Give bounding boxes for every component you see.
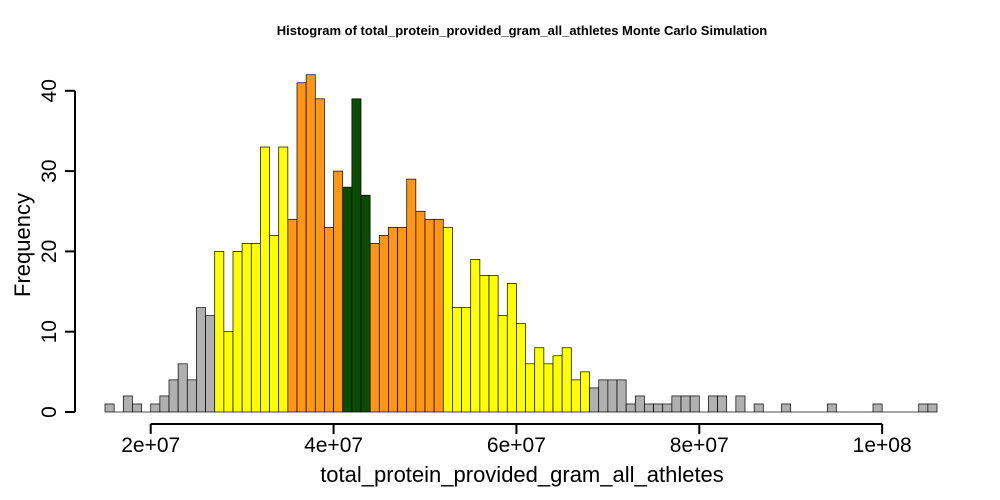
histogram-bar (708, 395, 718, 413)
histogram-bar (424, 218, 435, 413)
histogram-bar (918, 403, 929, 413)
histogram-bar (570, 379, 581, 413)
x-tick-label: 6e+07 (487, 434, 546, 457)
histogram-bar (250, 243, 261, 413)
histogram-bar (296, 82, 307, 413)
x-tick-label: 1e+08 (853, 434, 912, 457)
histogram-bar (497, 315, 508, 413)
histogram-bar (324, 226, 334, 413)
y-tick-label: 0 (38, 406, 61, 418)
histogram-bar (616, 379, 627, 413)
histogram-bar (607, 379, 618, 413)
histogram-bar (205, 315, 216, 413)
histogram-bar (433, 218, 444, 413)
histogram-bar (287, 218, 298, 413)
histogram-bar (406, 178, 417, 413)
histogram-bar (580, 371, 590, 413)
histogram-bar (397, 226, 408, 413)
x-axis: 2e+07 4e+07 6e+07 8e+07 1e+08 (121, 423, 912, 457)
histogram-bar (223, 331, 234, 413)
histogram-bar (872, 403, 883, 413)
histogram-bar (516, 323, 526, 413)
histogram-bar (470, 259, 481, 413)
histogram-bar (333, 170, 344, 413)
histogram-bar (753, 403, 764, 413)
x-tick-label: 8e+07 (670, 434, 729, 457)
histogram-bar (196, 307, 206, 413)
histogram-bar (735, 395, 746, 413)
histogram-bar (653, 403, 664, 413)
histogram-bar (260, 146, 270, 413)
histogram-bar (826, 403, 837, 413)
histogram-bar (214, 251, 225, 413)
histogram-bar (689, 395, 700, 413)
histogram-bar (525, 363, 536, 413)
x-tick-label: 2e+07 (121, 434, 180, 457)
histogram-bar (378, 234, 389, 413)
histogram-bar (360, 194, 371, 413)
histogram-bar (479, 275, 490, 413)
y-tick-label: 20 (38, 240, 61, 263)
histogram-bar (625, 403, 636, 413)
histogram-bar (561, 347, 572, 413)
histogram-bar (388, 226, 398, 413)
histogram-bar (634, 395, 645, 413)
x-tick-label: 4e+07 (304, 434, 363, 457)
histogram-bar (150, 403, 161, 413)
bar-group (104, 74, 938, 413)
histogram-bar (781, 403, 792, 413)
histogram-bar (186, 379, 197, 413)
histogram-bar (314, 98, 325, 413)
histogram-bar (717, 395, 728, 413)
histogram-bar (662, 403, 673, 413)
histogram-bar (488, 275, 499, 413)
histogram-bar (671, 395, 682, 413)
y-tick-label: 10 (38, 320, 61, 343)
histogram-bar (680, 395, 691, 413)
histogram-bar (369, 243, 380, 413)
histogram-bar (598, 379, 609, 413)
y-axis-label: Frequency (10, 193, 35, 297)
histogram-bar (104, 403, 115, 413)
histogram-bar (506, 283, 517, 413)
histogram-bar (305, 74, 316, 413)
histogram-bar (442, 226, 453, 413)
y-axis: 0 10 20 30 40 (38, 79, 76, 418)
histogram-bar (241, 243, 252, 413)
histogram-bar (159, 395, 170, 413)
histogram-bar (278, 146, 289, 413)
histogram-bar (543, 363, 554, 413)
y-tick-label: 40 (38, 79, 61, 102)
histogram-bar (351, 98, 362, 413)
x-axis-label: total_protein_provided_gram_all_athletes (320, 462, 724, 487)
histogram-bar (132, 403, 142, 413)
histogram-bar (589, 387, 600, 413)
histogram-bar (415, 210, 426, 413)
histogram-bar (168, 379, 179, 413)
histogram-bar (461, 307, 472, 413)
histogram-bar (232, 251, 243, 413)
histogram-bar (269, 234, 280, 413)
histogram-bar (644, 403, 654, 413)
histogram-bar (927, 403, 938, 413)
histogram-bar (177, 363, 188, 413)
chart-title: Histogram of total_protein_provided_gram… (277, 23, 768, 38)
y-tick-label: 30 (38, 159, 61, 182)
histogram-bar (342, 186, 353, 413)
histogram-bar (452, 307, 462, 413)
histogram-bar (122, 395, 133, 413)
histogram-bar (534, 347, 545, 413)
histogram-bar (552, 355, 563, 413)
